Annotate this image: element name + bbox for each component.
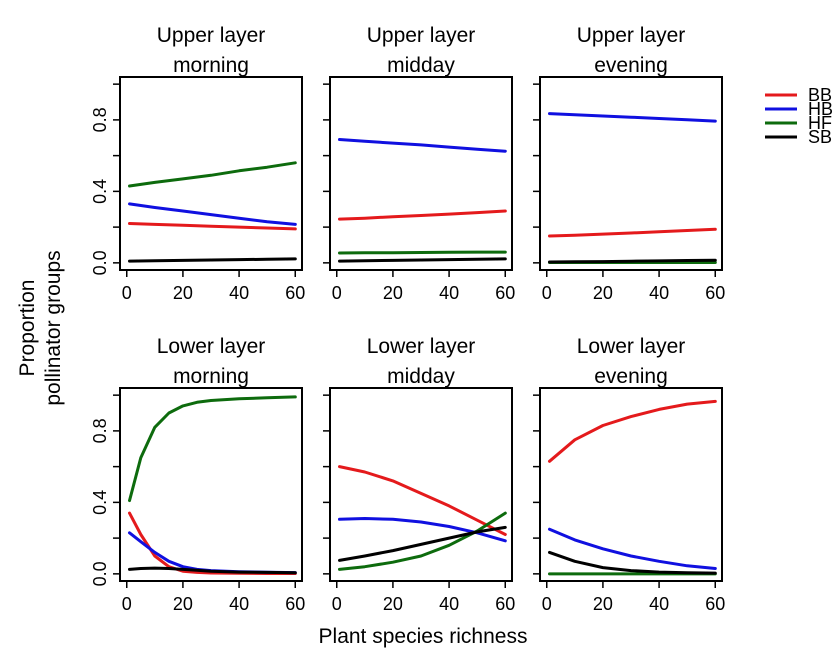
panel-frame (329, 387, 513, 582)
x-tick-label: 20 (383, 594, 403, 614)
panel-title-line-1: Upper layer (157, 24, 266, 47)
series-line-sb (338, 525, 507, 562)
x-tick-label: 0 (542, 283, 552, 303)
legend-label-hb: HB (808, 99, 833, 119)
panel-5: Lower layer midday 0 20 40 60 (323, 335, 515, 614)
series-line-sb (548, 550, 717, 575)
x-axis-label: Plant species richness (319, 625, 528, 648)
y-axis-label-line-2: pollinator groups (42, 250, 65, 405)
panel-title-line-2: midday (387, 365, 455, 388)
y-tick-label: 0.4 (90, 490, 110, 515)
x-tick-label: 40 (439, 594, 459, 614)
panel-title-line-2: morning (173, 54, 249, 77)
x-tick-label: 20 (173, 283, 193, 303)
series-line-bb (548, 399, 717, 463)
panel-4: Lower layer morning 0 20 40 60 0.0 0.4 0.8 (90, 335, 305, 614)
series-line-hb (548, 527, 717, 570)
series-line-bb (338, 465, 507, 536)
legend-label-hf: HF (808, 113, 832, 133)
panel-title-line-1: Lower layer (157, 335, 266, 358)
x-tick-label: 40 (649, 283, 669, 303)
x-tick-label: 20 (593, 594, 613, 614)
panel-frame (539, 387, 723, 582)
x-tick-label: 40 (229, 594, 249, 614)
panel-frame (539, 76, 723, 271)
panel-frame (329, 76, 513, 271)
panel-title-line-2: evening (594, 54, 668, 77)
panel-title-line-1: Upper layer (577, 24, 686, 47)
panel-frame (119, 76, 303, 271)
panel-title-line-2: morning (173, 365, 249, 388)
y-tick-label: 0.4 (90, 179, 110, 204)
y-axis-label-line-1: Proportion (16, 280, 39, 377)
panel-title-line-2: evening (594, 365, 668, 388)
series-line-sb (338, 257, 507, 263)
x-tick-label: 0 (122, 594, 132, 614)
x-tick-label: 0 (332, 594, 342, 614)
panel-title-line-1: Lower layer (577, 335, 686, 358)
x-tick-label: 40 (649, 594, 669, 614)
series-line-hf (128, 161, 297, 188)
x-tick-label: 0 (542, 594, 552, 614)
panel-1: Upper layer morning 0 20 40 60 0.0 0.4 0.8 (90, 24, 305, 303)
legend-label-sb: SB (808, 127, 832, 147)
panel-title-line-1: Lower layer (367, 335, 476, 358)
series-line-hf (128, 395, 297, 503)
panel-title-line-1: Upper layer (367, 24, 476, 47)
panel-2: Upper layer midday 0 20 40 60 (323, 24, 515, 303)
x-tick-label: 40 (439, 283, 459, 303)
series-line-hb (128, 202, 297, 226)
x-tick-label: 20 (383, 283, 403, 303)
series-line-hf (338, 250, 507, 255)
series-line-bb (338, 209, 507, 221)
panel-frame (119, 387, 303, 582)
x-tick-label: 60 (705, 283, 725, 303)
series-line-hb (548, 112, 717, 123)
x-tick-label: 0 (332, 283, 342, 303)
series-line-bb (128, 511, 297, 575)
y-tick-label: 0.8 (90, 107, 110, 132)
x-tick-label: 0 (122, 283, 132, 303)
panel-3: Upper layer evening 0 20 40 60 (533, 24, 725, 303)
series-line-hb (338, 138, 507, 153)
x-tick-label: 60 (495, 283, 515, 303)
series-line-sb (128, 566, 297, 575)
panel-6: Lower layer evening 0 20 40 60 (533, 335, 725, 614)
x-tick-label: 60 (495, 594, 515, 614)
series-line-sb (128, 257, 297, 263)
legend-label-bb: BB (808, 85, 832, 105)
y-tick-label: 0.8 (90, 418, 110, 443)
panel-title-line-2: midday (387, 54, 455, 77)
x-tick-label: 20 (593, 283, 613, 303)
series-line-bb (548, 227, 717, 238)
y-tick-label: 0.0 (90, 250, 110, 275)
x-tick-label: 60 (285, 283, 305, 303)
x-tick-label: 40 (229, 283, 249, 303)
series-line-bb (128, 222, 297, 231)
series-line-sb (548, 258, 717, 264)
y-tick-label: 0.0 (90, 561, 110, 586)
x-tick-label: 20 (173, 594, 193, 614)
x-tick-label: 60 (285, 594, 305, 614)
x-tick-label: 60 (705, 594, 725, 614)
